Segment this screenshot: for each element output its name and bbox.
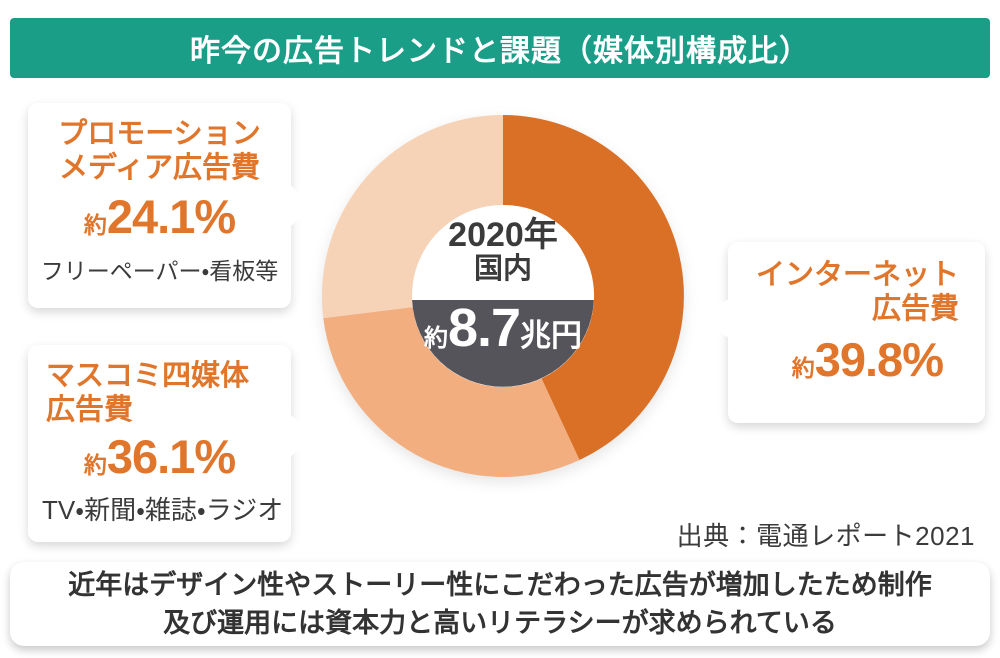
header-bar: 昨今の広告トレンドと課題（媒体別構成比） <box>10 18 990 78</box>
callout-title-line1: プロモーション <box>58 118 261 150</box>
callout-tail-right-icon <box>289 414 317 458</box>
percent-value: 39.8% <box>814 333 944 387</box>
page-title: 昨今の広告トレンドと課題（媒体別構成比） <box>190 35 810 68</box>
callout-title-line2: メディア広告費 <box>59 152 260 185</box>
callout-title: マスコミ四媒体 広告費 <box>46 359 291 427</box>
callout-internet: インターネット 広告費 約39.8% <box>728 242 985 423</box>
callout-percent: 約36.1% <box>28 433 291 480</box>
source-citation: 出典：電通レポート2021 <box>676 521 975 551</box>
callout-title-line2: 広告費 <box>46 394 134 427</box>
callout-examples: TV・新聞・雑誌・ラジオ <box>42 495 284 526</box>
callout-title-line1: マスコミ四媒体 <box>46 360 250 392</box>
footer-note-line2: 及び運用には資本力と高いリテラシーが求められている <box>163 608 837 638</box>
callout-mass-media: マスコミ四媒体 広告費 約36.1% TV・新聞・雑誌・ラジオ <box>28 345 291 542</box>
callout-examples: フリーペーパー・看板等 <box>40 258 279 285</box>
footer-note-line1: 近年はデザイン性やストーリー性にこだわった広告が増加したため制作 <box>68 569 932 600</box>
footer-note-box: 近年はデザイン性やストーリー性にこだわった広告が増加したため制作 及び運用には資… <box>10 562 990 646</box>
donut-center-band <box>412 300 594 387</box>
callout-tail-right-icon <box>289 184 313 228</box>
callout-title-line2: 広告費 <box>871 293 959 326</box>
callout-percent: 約39.8% <box>728 333 944 387</box>
callout-title: プロモーション メディア広告費 <box>28 117 291 185</box>
callout-tail-left-icon <box>695 299 729 338</box>
callout-title-line1: インターネット <box>755 259 959 291</box>
percent-value: 24.1% <box>106 190 236 244</box>
percent-approx-prefix: 約 <box>791 355 815 382</box>
percent-approx-prefix: 約 <box>83 212 107 239</box>
callout-percent: 約24.1% <box>28 193 291 240</box>
donut-segment-promotion <box>321 114 503 319</box>
percent-approx-prefix: 約 <box>83 452 107 479</box>
callout-promotion-media: プロモーション メディア広告費 約24.1% フリーペーパー・看板等 <box>28 103 291 308</box>
callout-title: インターネット 広告費 <box>728 258 959 326</box>
percent-value: 36.1% <box>106 430 236 484</box>
donut-segment-mass-media <box>323 307 580 477</box>
donut-segment-internet <box>503 115 684 460</box>
